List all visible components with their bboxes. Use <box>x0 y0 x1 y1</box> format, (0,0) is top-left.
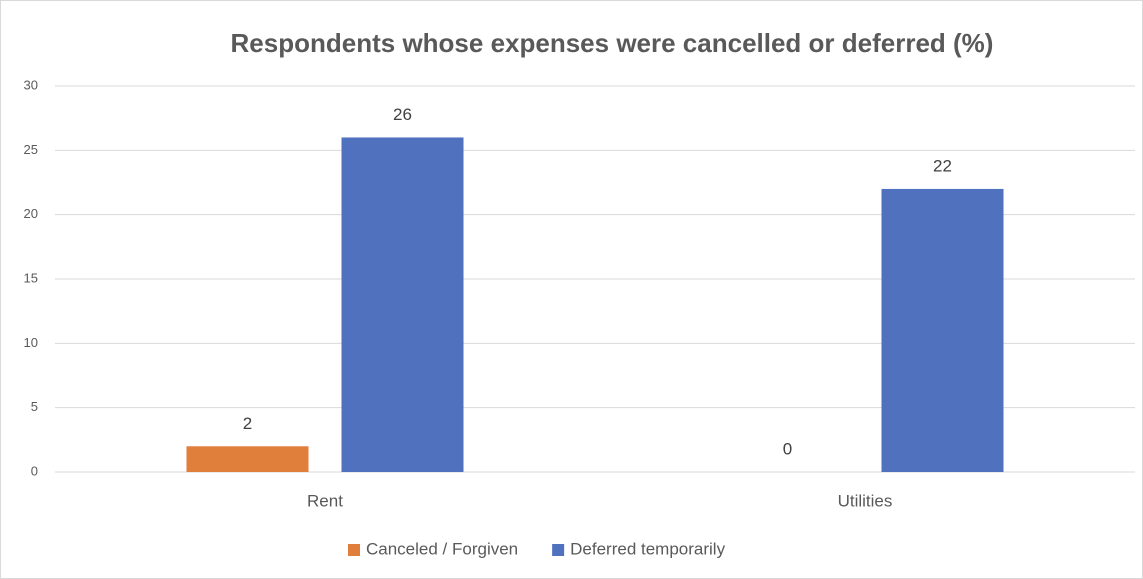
legend-label: Canceled / Forgiven <box>366 539 518 558</box>
value-label: 26 <box>393 105 412 124</box>
y-tick-label: 25 <box>24 142 38 157</box>
y-tick-label: 0 <box>31 463 38 478</box>
legend-label: Deferred temporarily <box>570 539 725 558</box>
y-tick-label: 20 <box>24 206 38 221</box>
bar <box>186 446 309 472</box>
legend-swatch <box>348 544 360 556</box>
legend-swatch <box>552 544 565 556</box>
value-label: 0 <box>783 439 792 458</box>
y-tick-label: 5 <box>31 399 38 414</box>
x-tick-label: Rent <box>307 491 343 510</box>
y-tick-label: 10 <box>24 335 38 350</box>
bar <box>881 188 1004 472</box>
value-label: 22 <box>933 156 952 175</box>
value-label: 2 <box>243 414 252 433</box>
bar <box>341 137 464 472</box>
y-tick-label: 15 <box>24 270 38 285</box>
chart-title: Respondents whose expenses were cancelle… <box>231 28 994 58</box>
x-tick-label: Utilities <box>838 491 893 510</box>
y-tick-label: 30 <box>24 77 38 92</box>
